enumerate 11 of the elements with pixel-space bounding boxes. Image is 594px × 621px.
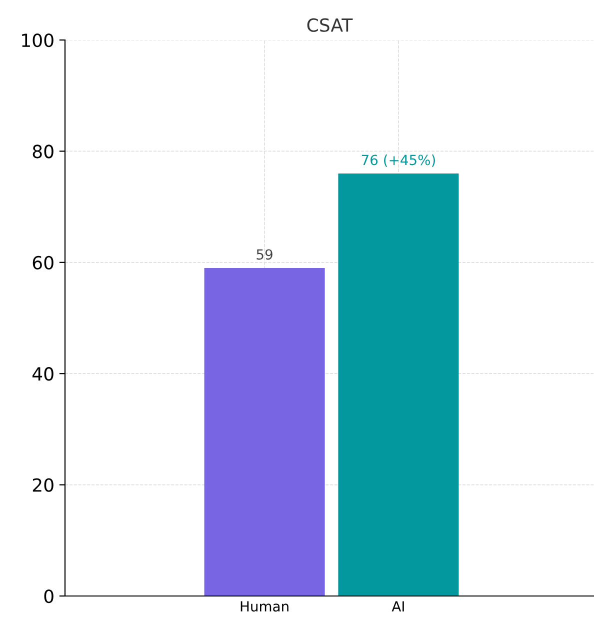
y-tick-label: 0: [44, 589, 54, 604]
y-tick-label: 80: [32, 144, 54, 158]
y-tick-label: 100: [22, 33, 54, 48]
chart-title: CSAT: [307, 18, 353, 32]
x-tick-label: Human: [240, 601, 288, 612]
y-tick-label: 60: [32, 256, 54, 270]
y-tick-label: 40: [32, 367, 54, 381]
x-tick-label: AI: [392, 601, 404, 612]
data-label: 59: [256, 249, 272, 260]
y-tick-label: 20: [32, 478, 54, 492]
data-label: 76 (+45%): [362, 154, 435, 167]
